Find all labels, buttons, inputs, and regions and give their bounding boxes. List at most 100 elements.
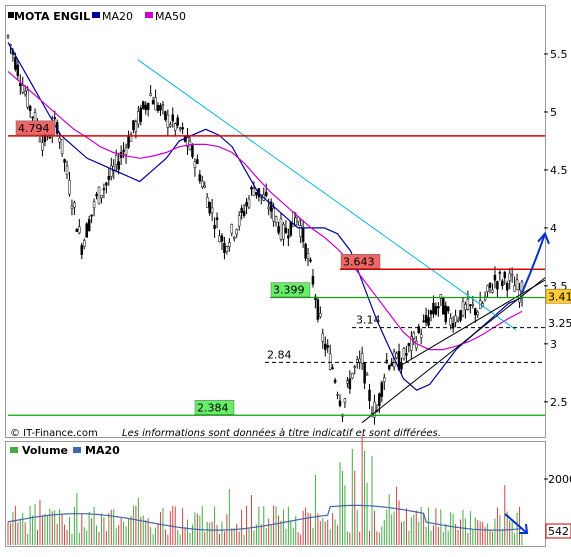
price-bar-body: [215, 217, 219, 221]
volume-ma20-label: MA20: [85, 444, 120, 457]
price-bar-body: [233, 237, 236, 239]
uptrend-line: [361, 277, 546, 424]
price-bar-body: [78, 226, 81, 234]
price-bar-body: [171, 114, 175, 122]
price-bar-body: [326, 345, 329, 348]
price-bar-body: [346, 380, 349, 384]
price-bar-body: [38, 139, 42, 143]
price-bar-body: [26, 89, 29, 108]
legend-swatch-vol-ma20: [73, 447, 81, 453]
price-bar-body: [124, 147, 128, 155]
legend-swatch-volume: [10, 447, 18, 453]
price-bar-body: [316, 299, 320, 320]
price-bar-body: [28, 105, 32, 111]
level-label: 3.14: [356, 314, 381, 327]
price-bar-body: [442, 297, 445, 315]
price-bar-body: [419, 334, 423, 339]
price-bar-body: [92, 201, 96, 208]
price-bar-body: [301, 227, 305, 242]
price-bar-body: [85, 223, 88, 238]
price-bar-body: [198, 174, 202, 182]
price-bar-body: [464, 304, 467, 310]
price-bar-body: [68, 179, 71, 195]
legend-swatch-ma20: [92, 12, 100, 18]
level-label: 2.84: [267, 348, 292, 361]
price-bar-body: [90, 214, 93, 217]
price-bar-body: [245, 202, 248, 207]
price-bar-body: [493, 274, 497, 281]
price-bar-body: [299, 225, 302, 238]
price-bar-body: [491, 289, 494, 293]
price-bar-body: [351, 372, 354, 379]
price-bar-body: [235, 229, 238, 235]
price-layer: 5.554.543.532.5: [6, 34, 568, 425]
price-bar-body: [284, 227, 288, 234]
price-bar-body: [402, 348, 406, 360]
legend-swatch-title: [8, 12, 14, 18]
price-bar-body: [105, 182, 108, 186]
down-arrow-shaft: [504, 513, 528, 534]
price-bar-body: [466, 298, 470, 310]
price-bar-body: [102, 188, 106, 191]
price-bar-body: [486, 285, 489, 292]
price-bar-body: [240, 207, 243, 213]
price-bar-body: [166, 114, 170, 128]
price-bar-body: [178, 127, 182, 130]
price-bar-body: [501, 280, 504, 286]
price-bar-body: [309, 259, 312, 262]
price-bar-body: [21, 85, 25, 93]
volume-current-label-bg: [545, 523, 571, 539]
price-bar-body: [247, 198, 251, 208]
price-bar-body: [176, 117, 179, 126]
price-tick-label: 3: [550, 338, 557, 351]
price-bar-body: [269, 201, 273, 212]
price-bar-body: [331, 367, 334, 369]
price-bar-body: [53, 117, 56, 120]
price-tick-label: 2.5: [550, 396, 568, 409]
price-bar-body: [132, 120, 135, 131]
price-bar-body: [353, 366, 357, 368]
ma50-current-label: 3.25: [548, 317, 571, 330]
price-bar-body: [306, 253, 310, 259]
price-bar-body: [73, 202, 76, 208]
price-bar-body: [237, 215, 241, 227]
price-bar-body: [151, 100, 155, 105]
price-tick-label: 4: [550, 222, 557, 235]
legend-ma50: MA50: [155, 10, 186, 23]
ma20-line: [7, 42, 523, 391]
price-bar-body: [87, 219, 91, 231]
price-bar-body: [368, 389, 371, 401]
price-bar-body: [164, 111, 167, 120]
volume-layer: 2000: [7, 435, 571, 545]
price-bar-body: [405, 353, 408, 356]
price-bar-body: [122, 150, 125, 152]
volume-ma20-line: [7, 504, 523, 531]
price-bar-body: [252, 188, 256, 196]
price-bar-body: [272, 207, 275, 222]
price-bar-body: [282, 224, 285, 240]
price-bar-body: [279, 218, 283, 240]
price-bar-body: [169, 124, 172, 127]
up-arrow-head: [537, 231, 550, 245]
price-bar-body: [193, 161, 197, 168]
price-tick-label: 5: [550, 106, 557, 119]
price-bar-body: [387, 365, 391, 370]
price-bar-body: [429, 310, 433, 315]
price-bar-body: [114, 155, 118, 165]
price-bar-body: [117, 161, 120, 170]
price-bar-body: [173, 123, 177, 131]
price-bar-body: [70, 205, 74, 210]
uptrend-line-2: [397, 279, 546, 368]
price-bar-body: [400, 362, 403, 370]
price-bar-body: [474, 308, 477, 316]
level-label: 3.643: [343, 255, 375, 268]
price-bar-body: [264, 191, 268, 196]
price-current-label-bg: [545, 289, 571, 304]
price-bar-body: [294, 217, 297, 226]
price-bar-body: [63, 159, 66, 163]
price-bar-body: [6, 35, 10, 38]
price-bar-body: [154, 97, 157, 111]
price-bar-body: [505, 282, 509, 291]
price-bar-body: [127, 136, 130, 148]
